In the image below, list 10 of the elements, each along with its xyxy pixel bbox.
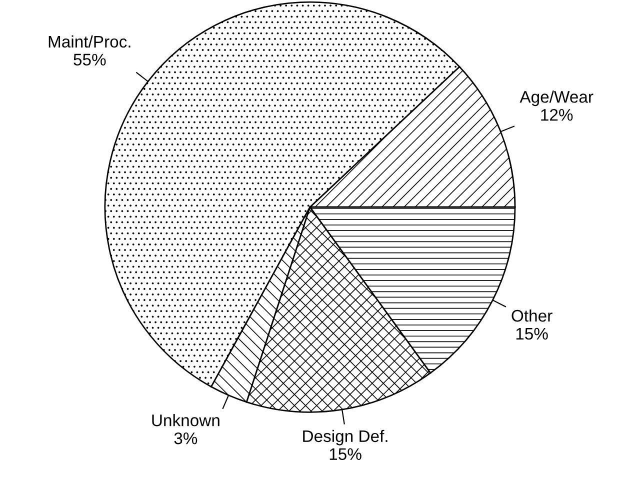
data-label: 15%: [330, 448, 362, 460]
slice-label: Maint/Proc.: [48, 35, 130, 48]
slice-label: Unknown: [152, 414, 220, 426]
data-label: 3%: [174, 432, 198, 444]
data-label: 55%: [74, 54, 106, 66]
slice-label: Design Def.: [303, 430, 388, 446]
data-label: 15%: [516, 328, 548, 340]
data-label: 12%: [541, 108, 573, 121]
slice-label: Age/Wear: [520, 90, 594, 106]
slice-label: Other: [512, 309, 552, 322]
